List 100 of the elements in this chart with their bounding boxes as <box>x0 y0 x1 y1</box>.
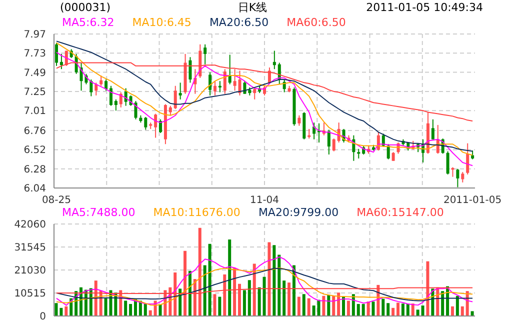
bar <box>392 308 395 316</box>
y-tick-label: 6.76 <box>24 126 46 138</box>
candlestick <box>174 85 177 110</box>
bar <box>223 274 226 316</box>
candlestick <box>272 50 276 70</box>
candlestick <box>253 86 256 100</box>
bar <box>470 311 474 316</box>
text: MA10:11676.00 <box>153 206 240 220</box>
bar <box>124 300 128 316</box>
bar <box>416 310 420 316</box>
candlestick <box>446 150 450 175</box>
text: 2011-01-05 10:49:34 <box>366 0 483 16</box>
text: MA60:15147.00 <box>356 206 444 220</box>
candlestick <box>243 80 246 94</box>
bar <box>248 280 251 316</box>
candlestick <box>114 98 118 112</box>
text: MA5:7488.00 <box>62 206 136 220</box>
candlestick <box>104 78 108 92</box>
text: MA20:6.50 <box>209 16 269 30</box>
candlestick <box>357 148 360 159</box>
bar <box>258 287 261 316</box>
x-tick-label: 11-04 <box>250 195 280 206</box>
bar <box>450 306 454 316</box>
candlestick <box>332 138 336 152</box>
bar <box>262 276 266 316</box>
candlestick <box>238 70 242 96</box>
bar <box>184 250 187 316</box>
candlestick <box>308 128 311 140</box>
bar <box>337 292 340 316</box>
candlestick <box>100 74 103 86</box>
candlestick <box>178 82 182 100</box>
candlestick <box>208 72 212 96</box>
bar <box>188 270 192 316</box>
bar <box>307 298 310 316</box>
candlestick <box>168 105 172 116</box>
y-tick-label: 7.73 <box>24 48 46 60</box>
candlestick <box>327 129 330 155</box>
text: MA5:6.32 <box>62 16 114 30</box>
candlestick <box>456 168 460 188</box>
bar <box>386 303 390 316</box>
bar <box>144 304 147 316</box>
candlestick <box>451 166 454 178</box>
candlestick <box>144 116 148 130</box>
y-tick-label: 31545 <box>14 242 46 254</box>
y-tick-label: 42060 <box>14 220 46 231</box>
candlestick <box>461 172 464 183</box>
bar <box>228 239 232 316</box>
x-tick-label: 08-25 <box>42 195 72 206</box>
bar <box>213 294 216 316</box>
bar <box>332 296 336 316</box>
bar <box>193 279 196 316</box>
candlestick <box>90 78 93 97</box>
x-tick-label: 2011-01-05 <box>443 195 502 206</box>
bar <box>233 268 236 316</box>
bar <box>382 298 385 316</box>
y-tick-label: 21030 <box>14 266 46 277</box>
candlestick <box>159 118 162 134</box>
chart-title: 日K线 <box>238 1 268 14</box>
bar <box>198 228 202 316</box>
y-tick-label: 10515 <box>14 288 46 300</box>
bar <box>297 296 300 316</box>
bar <box>208 244 212 316</box>
candlestick <box>188 56 192 84</box>
bar <box>346 300 350 316</box>
y-tick-label: 6.52 <box>24 145 46 156</box>
candlestick <box>386 144 390 160</box>
line-series <box>56 256 474 306</box>
bar <box>252 264 256 316</box>
candlestick <box>228 54 232 85</box>
y-tick-label: 7.49 <box>24 68 46 79</box>
bar <box>421 306 424 316</box>
bar <box>362 304 365 316</box>
candlestick <box>218 80 222 93</box>
candlestick <box>233 68 236 92</box>
chart-subtitle: (000031) <box>60 0 111 16</box>
bar <box>129 304 132 316</box>
bar <box>272 245 276 316</box>
bar <box>456 296 459 316</box>
bar <box>278 254 281 316</box>
bar <box>60 308 63 316</box>
candlestick <box>298 114 301 126</box>
bar <box>203 265 206 316</box>
text: MA60:6.50 <box>286 16 346 30</box>
bar <box>64 306 68 316</box>
bar <box>342 296 346 316</box>
bar <box>158 304 162 316</box>
bar <box>366 302 370 316</box>
y-tick-label: 7.97 <box>24 30 46 41</box>
candlestick <box>213 80 216 96</box>
text: MA10:6.45 <box>132 16 192 30</box>
candlestick <box>55 42 58 66</box>
bar <box>426 261 430 316</box>
bar <box>288 282 291 316</box>
bar <box>218 296 222 316</box>
bar <box>242 290 246 316</box>
bar <box>401 304 404 316</box>
candlestick <box>154 113 158 138</box>
bar <box>54 303 58 316</box>
candlestick <box>60 53 63 70</box>
candlestick <box>204 44 207 65</box>
